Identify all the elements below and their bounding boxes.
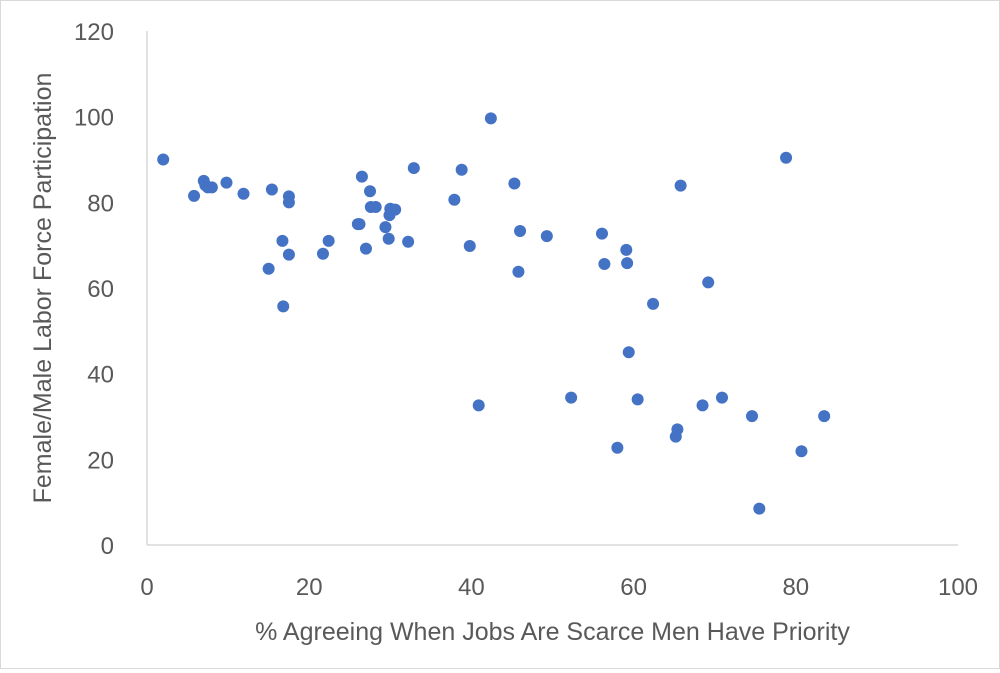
data-point [622, 346, 635, 359]
x-tick-labels: 0 20 40 60 80 100 [140, 574, 978, 601]
data-point [353, 218, 366, 231]
data-point [508, 177, 521, 190]
data-point [484, 112, 497, 125]
data-point [621, 257, 634, 270]
y-tick-label: 0 [101, 533, 114, 560]
data-point [359, 242, 372, 255]
y-tick-label: 80 [87, 190, 114, 217]
data-point [364, 185, 377, 198]
y-tick-label: 100 [74, 105, 114, 132]
data-point [355, 170, 368, 183]
data-point [237, 187, 250, 200]
data-point [448, 193, 461, 206]
data-point [696, 399, 709, 412]
data-point [379, 221, 392, 234]
data-point [647, 297, 660, 310]
y-axis-title: Female/Male Labor Force Participation [29, 73, 57, 504]
data-point [565, 391, 578, 404]
x-tick-label: 20 [296, 574, 323, 601]
x-tick-label: 80 [782, 574, 809, 601]
y-tick-label: 120 [74, 19, 114, 46]
data-point [220, 176, 233, 189]
data-point [455, 163, 468, 176]
data-point [702, 276, 715, 289]
data-point [322, 234, 335, 247]
data-point [795, 445, 808, 458]
y-tick-labels: 0 20 40 60 80 100 120 [74, 19, 114, 560]
data-point [818, 410, 831, 423]
data-point [389, 203, 402, 216]
data-point [514, 225, 527, 238]
data-point [276, 234, 289, 247]
y-tick-label: 60 [87, 276, 114, 303]
y-tick-label: 20 [87, 447, 114, 474]
data-point [780, 151, 793, 164]
data-point [282, 190, 295, 203]
data-point [631, 393, 644, 406]
y-tick-label: 40 [87, 362, 114, 389]
x-tick-label: 0 [140, 574, 153, 601]
data-point [205, 181, 218, 194]
data-point [746, 410, 759, 423]
data-point [671, 423, 684, 436]
data-point [753, 502, 766, 515]
data-point [472, 399, 485, 412]
data-point [407, 162, 420, 175]
data-point [402, 235, 415, 248]
data-point [262, 262, 275, 275]
data-point [540, 230, 553, 243]
data-point [265, 183, 278, 196]
data-point [598, 258, 611, 271]
data-point [674, 179, 687, 192]
data-point [463, 240, 476, 253]
data-point [382, 232, 395, 245]
data-point [595, 227, 608, 240]
data-point [369, 201, 382, 214]
data-point [157, 153, 170, 166]
x-tick-label: 100 [938, 574, 978, 601]
x-axis-title: % Agreeing When Jobs Are Scarce Men Have… [255, 618, 850, 646]
x-tick-label: 60 [620, 574, 647, 601]
data-point [277, 300, 290, 313]
data-point [316, 247, 329, 260]
data-point [715, 391, 728, 404]
data-point [620, 243, 633, 256]
data-point [611, 441, 624, 454]
data-point [188, 189, 201, 202]
data-point [512, 265, 525, 278]
data-points [157, 112, 831, 515]
x-tick-label: 40 [458, 574, 485, 601]
data-point [282, 248, 295, 261]
